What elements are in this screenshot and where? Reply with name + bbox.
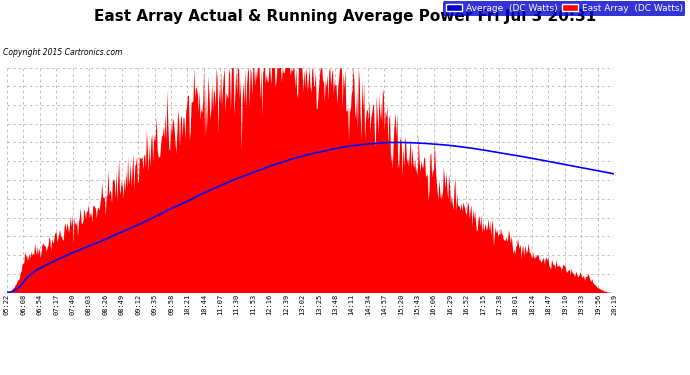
Text: East Array Actual & Running Average Power Fri Jul 3 20:31: East Array Actual & Running Average Powe… <box>94 9 596 24</box>
Legend: Average  (DC Watts), East Array  (DC Watts): Average (DC Watts), East Array (DC Watts… <box>443 1 685 15</box>
Text: Copyright 2015 Cartronics.com: Copyright 2015 Cartronics.com <box>3 48 123 57</box>
